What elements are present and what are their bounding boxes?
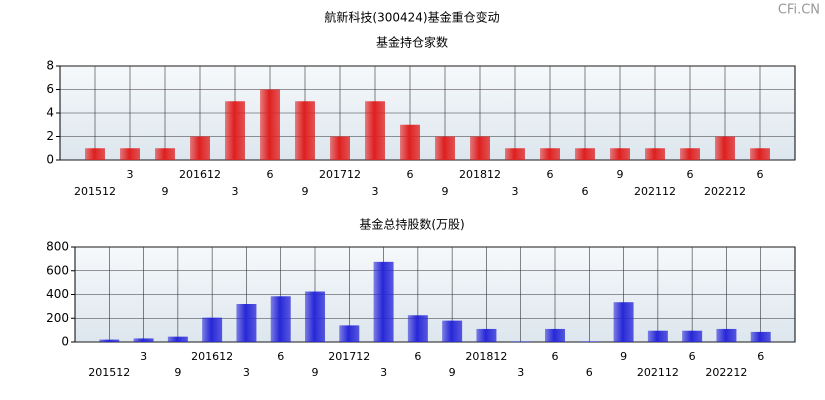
x-tick-label: 202112 <box>637 366 679 379</box>
x-tick-label: 3 <box>380 366 387 379</box>
x-tick-label: 3 <box>127 168 134 181</box>
y-tick-label: 400 <box>46 287 69 301</box>
bar <box>505 148 525 160</box>
bar <box>540 148 560 160</box>
bar <box>575 148 595 160</box>
watermark: CFi.CN <box>778 3 820 18</box>
x-tick-label: 201712 <box>319 168 361 181</box>
x-tick-label: 9 <box>162 185 169 198</box>
bar <box>120 148 140 160</box>
x-tick-label: 6 <box>757 350 764 363</box>
subtitle: 基金持仓家数 <box>376 35 448 50</box>
x-tick-label: 9 <box>312 366 319 379</box>
bar <box>407 315 428 342</box>
x-tick-label: 201812 <box>465 350 507 363</box>
x-tick-label: 6 <box>582 185 589 198</box>
bar <box>99 339 120 342</box>
x-tick-label: 3 <box>517 366 524 379</box>
bar <box>715 136 735 160</box>
bar <box>167 336 188 342</box>
bar <box>133 338 154 342</box>
y-tick-label: 4 <box>46 106 54 120</box>
y-tick-label: 8 <box>46 59 54 73</box>
y-tick-label: 6 <box>46 82 54 96</box>
x-tick-label: 3 <box>140 350 147 363</box>
bar <box>476 328 497 342</box>
x-tick-label: 6 <box>547 168 554 181</box>
bar <box>400 124 420 160</box>
x-tick-label: 6 <box>414 350 421 363</box>
x-tick-label: 201512 <box>74 185 116 198</box>
y-tick-label: 2 <box>46 129 54 143</box>
bar <box>330 136 350 160</box>
x-tick-label: 6 <box>277 350 284 363</box>
y-tick-label: 200 <box>46 311 69 325</box>
x-tick-label: 6 <box>552 350 559 363</box>
bar <box>225 101 245 160</box>
bar <box>610 148 630 160</box>
y-tick-label: 0 <box>61 335 69 349</box>
bar <box>373 261 394 342</box>
bar <box>305 291 325 342</box>
bar <box>682 330 703 342</box>
bar <box>545 328 565 342</box>
x-tick-label: 201812 <box>459 168 501 181</box>
x-tick-label: 9 <box>449 366 456 379</box>
y-tick-label: 800 <box>46 240 69 254</box>
x-tick-label: 201612 <box>191 350 233 363</box>
bar <box>645 148 665 160</box>
x-tick-label: 6 <box>687 168 694 181</box>
bar <box>716 328 737 342</box>
bar <box>85 148 105 160</box>
bar <box>295 101 315 160</box>
x-tick-label: 201712 <box>328 350 370 363</box>
bar <box>750 331 771 342</box>
x-tick-label: 3 <box>243 366 250 379</box>
x-tick-label: 202112 <box>634 185 676 198</box>
y-tick-label: 600 <box>46 263 69 277</box>
bar <box>510 341 531 342</box>
x-tick-label: 202212 <box>704 185 746 198</box>
x-tick-label: 6 <box>267 168 274 181</box>
x-tick-label: 3 <box>372 185 379 198</box>
x-tick-label: 3 <box>232 185 239 198</box>
bar <box>750 148 770 160</box>
bar <box>579 341 600 342</box>
x-tick-label: 6 <box>407 168 414 181</box>
bar <box>365 101 385 160</box>
bar <box>613 302 634 342</box>
x-tick-label: 9 <box>620 350 627 363</box>
bar <box>435 136 455 160</box>
x-tick-label: 3 <box>512 185 519 198</box>
x-tick-label: 9 <box>442 185 449 198</box>
bar <box>190 136 210 160</box>
bar <box>260 89 280 160</box>
bar <box>470 136 490 160</box>
bar <box>647 330 668 342</box>
bar <box>202 317 223 342</box>
x-tick-label: 6 <box>586 366 593 379</box>
x-tick-label: 6 <box>757 168 764 181</box>
x-tick-label: 6 <box>689 350 696 363</box>
bar <box>680 148 700 160</box>
bar <box>270 296 291 342</box>
x-tick-label: 201512 <box>88 366 130 379</box>
x-tick-label: 202212 <box>705 366 747 379</box>
bar <box>236 304 257 342</box>
x-tick-label: 9 <box>302 185 309 198</box>
x-tick-label: 201612 <box>179 168 221 181</box>
y-tick-label: 0 <box>46 153 54 167</box>
bar <box>442 320 463 342</box>
chart-title: 航新科技(300424)基金重仓变动 <box>324 10 499 25</box>
subtitle: 基金总持股数(万股) <box>359 217 464 232</box>
x-tick-label: 9 <box>174 366 181 379</box>
x-tick-label: 9 <box>617 168 624 181</box>
bar <box>339 325 360 342</box>
bar <box>155 148 175 160</box>
